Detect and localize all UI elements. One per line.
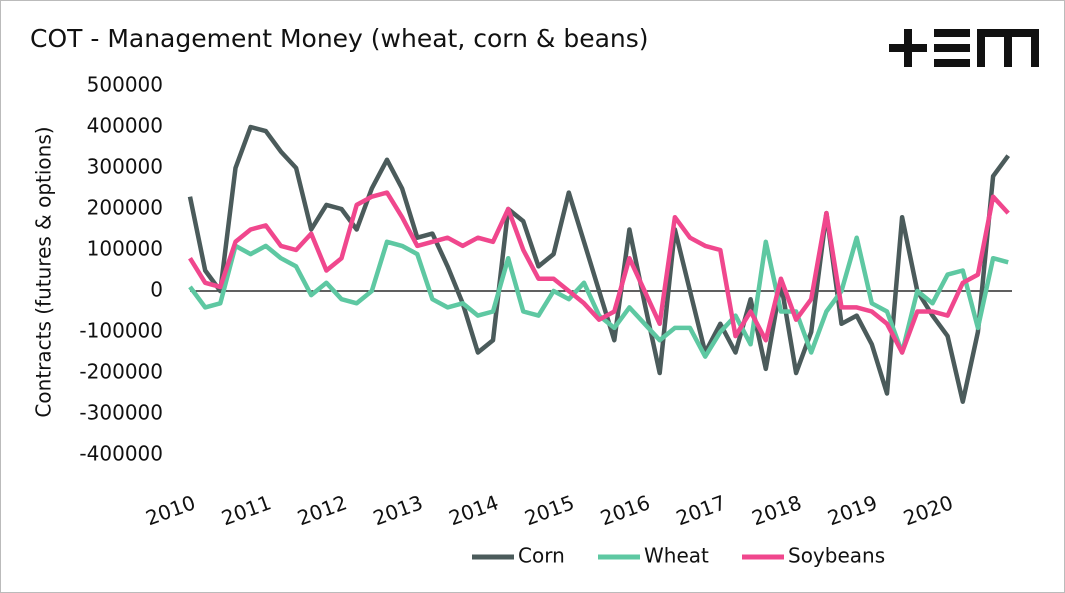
legend-label: Soybeans bbox=[788, 544, 885, 568]
y-tick-label: -100000 bbox=[79, 319, 163, 343]
y-tick-label: 200000 bbox=[87, 196, 163, 220]
y-tick-label: 400000 bbox=[87, 114, 163, 138]
y-tick-label: -200000 bbox=[79, 360, 163, 384]
chart-title: COT - Management Money (wheat, corn & be… bbox=[30, 24, 649, 53]
legend-label: Wheat bbox=[644, 544, 709, 568]
logo bbox=[889, 29, 1039, 67]
y-tick-label: -400000 bbox=[79, 442, 163, 466]
y-axis-label: Contracts (futures & options) bbox=[32, 126, 56, 417]
y-tick-label: 0 bbox=[150, 278, 163, 302]
y-tick-label: 100000 bbox=[87, 237, 163, 261]
y-tick-label: 500000 bbox=[87, 73, 163, 97]
series-line bbox=[188, 190, 1010, 355]
legend-label: Corn bbox=[518, 544, 565, 568]
y-tick-label: -300000 bbox=[79, 401, 163, 425]
y-tick-label: 300000 bbox=[87, 155, 163, 179]
series-line bbox=[188, 235, 1009, 359]
series-line bbox=[187, 124, 1011, 404]
